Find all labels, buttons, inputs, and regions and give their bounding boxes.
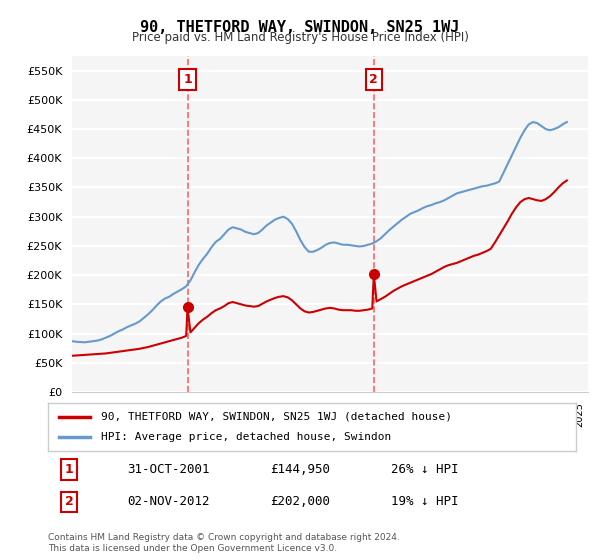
Text: 2: 2	[370, 73, 378, 86]
Text: 1: 1	[183, 73, 192, 86]
Text: 2: 2	[65, 496, 73, 508]
Text: £144,950: £144,950	[270, 463, 330, 476]
Text: 1: 1	[65, 463, 73, 476]
Text: 02-NOV-2012: 02-NOV-2012	[127, 496, 210, 508]
Text: Contains HM Land Registry data © Crown copyright and database right 2024.
This d: Contains HM Land Registry data © Crown c…	[48, 533, 400, 553]
Text: HPI: Average price, detached house, Swindon: HPI: Average price, detached house, Swin…	[101, 432, 391, 442]
Text: 31-OCT-2001: 31-OCT-2001	[127, 463, 210, 476]
Text: 26% ↓ HPI: 26% ↓ HPI	[391, 463, 459, 476]
Text: 19% ↓ HPI: 19% ↓ HPI	[391, 496, 459, 508]
Text: 90, THETFORD WAY, SWINDON, SN25 1WJ: 90, THETFORD WAY, SWINDON, SN25 1WJ	[140, 20, 460, 35]
Text: 90, THETFORD WAY, SWINDON, SN25 1WJ (detached house): 90, THETFORD WAY, SWINDON, SN25 1WJ (det…	[101, 412, 452, 422]
Text: £202,000: £202,000	[270, 496, 330, 508]
Text: Price paid vs. HM Land Registry's House Price Index (HPI): Price paid vs. HM Land Registry's House …	[131, 31, 469, 44]
